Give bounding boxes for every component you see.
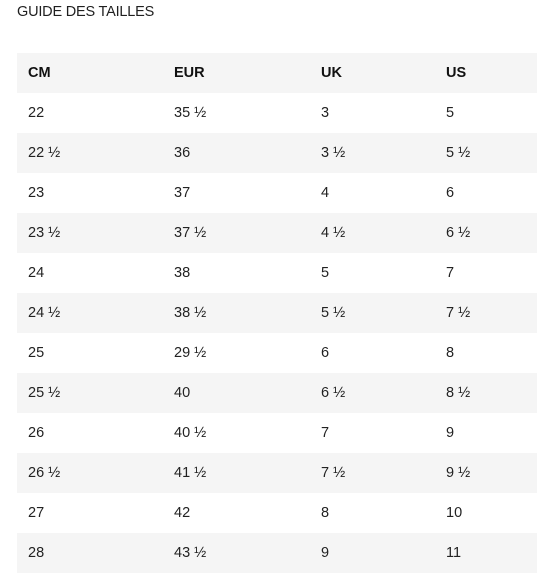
cell-cm: 22 ½ xyxy=(17,133,163,173)
table-row: 27 42 8 10 xyxy=(17,493,537,533)
cell-cm: 23 ½ xyxy=(17,213,163,253)
table-row: 24 ½ 38 ½ 5 ½ 7 ½ xyxy=(17,293,537,333)
cell-us: 7 xyxy=(446,265,455,281)
cell-uk: 4 ½ xyxy=(310,213,435,253)
cell-uk: 5 xyxy=(321,265,330,281)
cell-cm: 24 xyxy=(28,265,45,281)
cell-us: 6 ½ xyxy=(435,213,537,253)
cell-uk: 7 ½ xyxy=(310,453,435,493)
table-row: 22 35 ½ 3 5 xyxy=(17,93,537,133)
cell-us: 7 ½ xyxy=(435,293,537,333)
cell-eur: 43 ½ xyxy=(163,533,310,573)
table-row: 25 29 ½ 6 8 xyxy=(17,333,537,373)
table-row: 28 43 ½ 9 11 xyxy=(17,533,537,573)
cell-eur: 37 ½ xyxy=(163,213,310,253)
cell-uk: 3 xyxy=(321,105,330,121)
size-guide-table: CM EUR UK US 22 35 ½ 3 5 22 ½ 36 3 ½ 5 ½… xyxy=(17,53,537,573)
cell-uk: 6 xyxy=(321,345,330,361)
page-title: GUIDE DES TAILLES xyxy=(17,4,155,20)
table-row: 23 37 4 6 xyxy=(17,173,537,213)
cell-eur: 35 ½ xyxy=(174,105,207,121)
cell-uk: 4 xyxy=(321,185,330,201)
cell-us: 8 xyxy=(446,345,455,361)
cell-uk: 3 ½ xyxy=(310,133,435,173)
cell-cm: 25 ½ xyxy=(17,373,163,413)
cell-eur: 29 ½ xyxy=(174,345,207,361)
cell-uk: 8 xyxy=(321,505,330,521)
cell-us: 5 ½ xyxy=(435,133,537,173)
table-header-row: CM EUR UK US xyxy=(17,53,537,93)
cell-cm: 22 xyxy=(28,105,45,121)
table-row: 26 ½ 41 ½ 7 ½ 9 ½ xyxy=(17,453,537,493)
column-header-uk: UK xyxy=(310,53,435,93)
table-row: 26 40 ½ 7 9 xyxy=(17,413,537,453)
cell-eur: 38 xyxy=(174,265,191,281)
cell-us: 6 xyxy=(446,185,455,201)
table-row: 22 ½ 36 3 ½ 5 ½ xyxy=(17,133,537,173)
column-header-cm: CM xyxy=(17,53,163,93)
cell-cm: 24 ½ xyxy=(17,293,163,333)
cell-cm: 26 xyxy=(28,425,45,441)
cell-uk: 9 xyxy=(310,533,435,573)
cell-eur: 37 xyxy=(174,185,191,201)
table-row: 24 38 5 7 xyxy=(17,253,537,293)
cell-cm: 23 xyxy=(28,185,45,201)
cell-eur: 36 xyxy=(163,133,310,173)
cell-uk: 5 ½ xyxy=(310,293,435,333)
cell-us: 5 xyxy=(446,105,455,121)
table-row: 23 ½ 37 ½ 4 ½ 6 ½ xyxy=(17,213,537,253)
cell-uk: 6 ½ xyxy=(310,373,435,413)
cell-eur: 38 ½ xyxy=(163,293,310,333)
cell-cm: 25 xyxy=(28,345,45,361)
cell-uk: 7 xyxy=(321,425,330,441)
cell-us: 9 xyxy=(446,425,455,441)
cell-cm: 26 ½ xyxy=(17,453,163,493)
cell-eur: 40 ½ xyxy=(174,425,207,441)
cell-us: 10 xyxy=(446,505,463,521)
cell-cm: 28 xyxy=(17,533,163,573)
cell-cm: 27 xyxy=(28,505,45,521)
cell-eur: 41 ½ xyxy=(163,453,310,493)
cell-eur: 40 xyxy=(163,373,310,413)
table-row: 25 ½ 40 6 ½ 8 ½ xyxy=(17,373,537,413)
column-header-us: US xyxy=(435,53,537,93)
column-header-eur: EUR xyxy=(163,53,310,93)
cell-us: 9 ½ xyxy=(435,453,537,493)
cell-eur: 42 xyxy=(174,505,191,521)
cell-us: 8 ½ xyxy=(435,373,537,413)
cell-us: 11 xyxy=(435,533,537,573)
